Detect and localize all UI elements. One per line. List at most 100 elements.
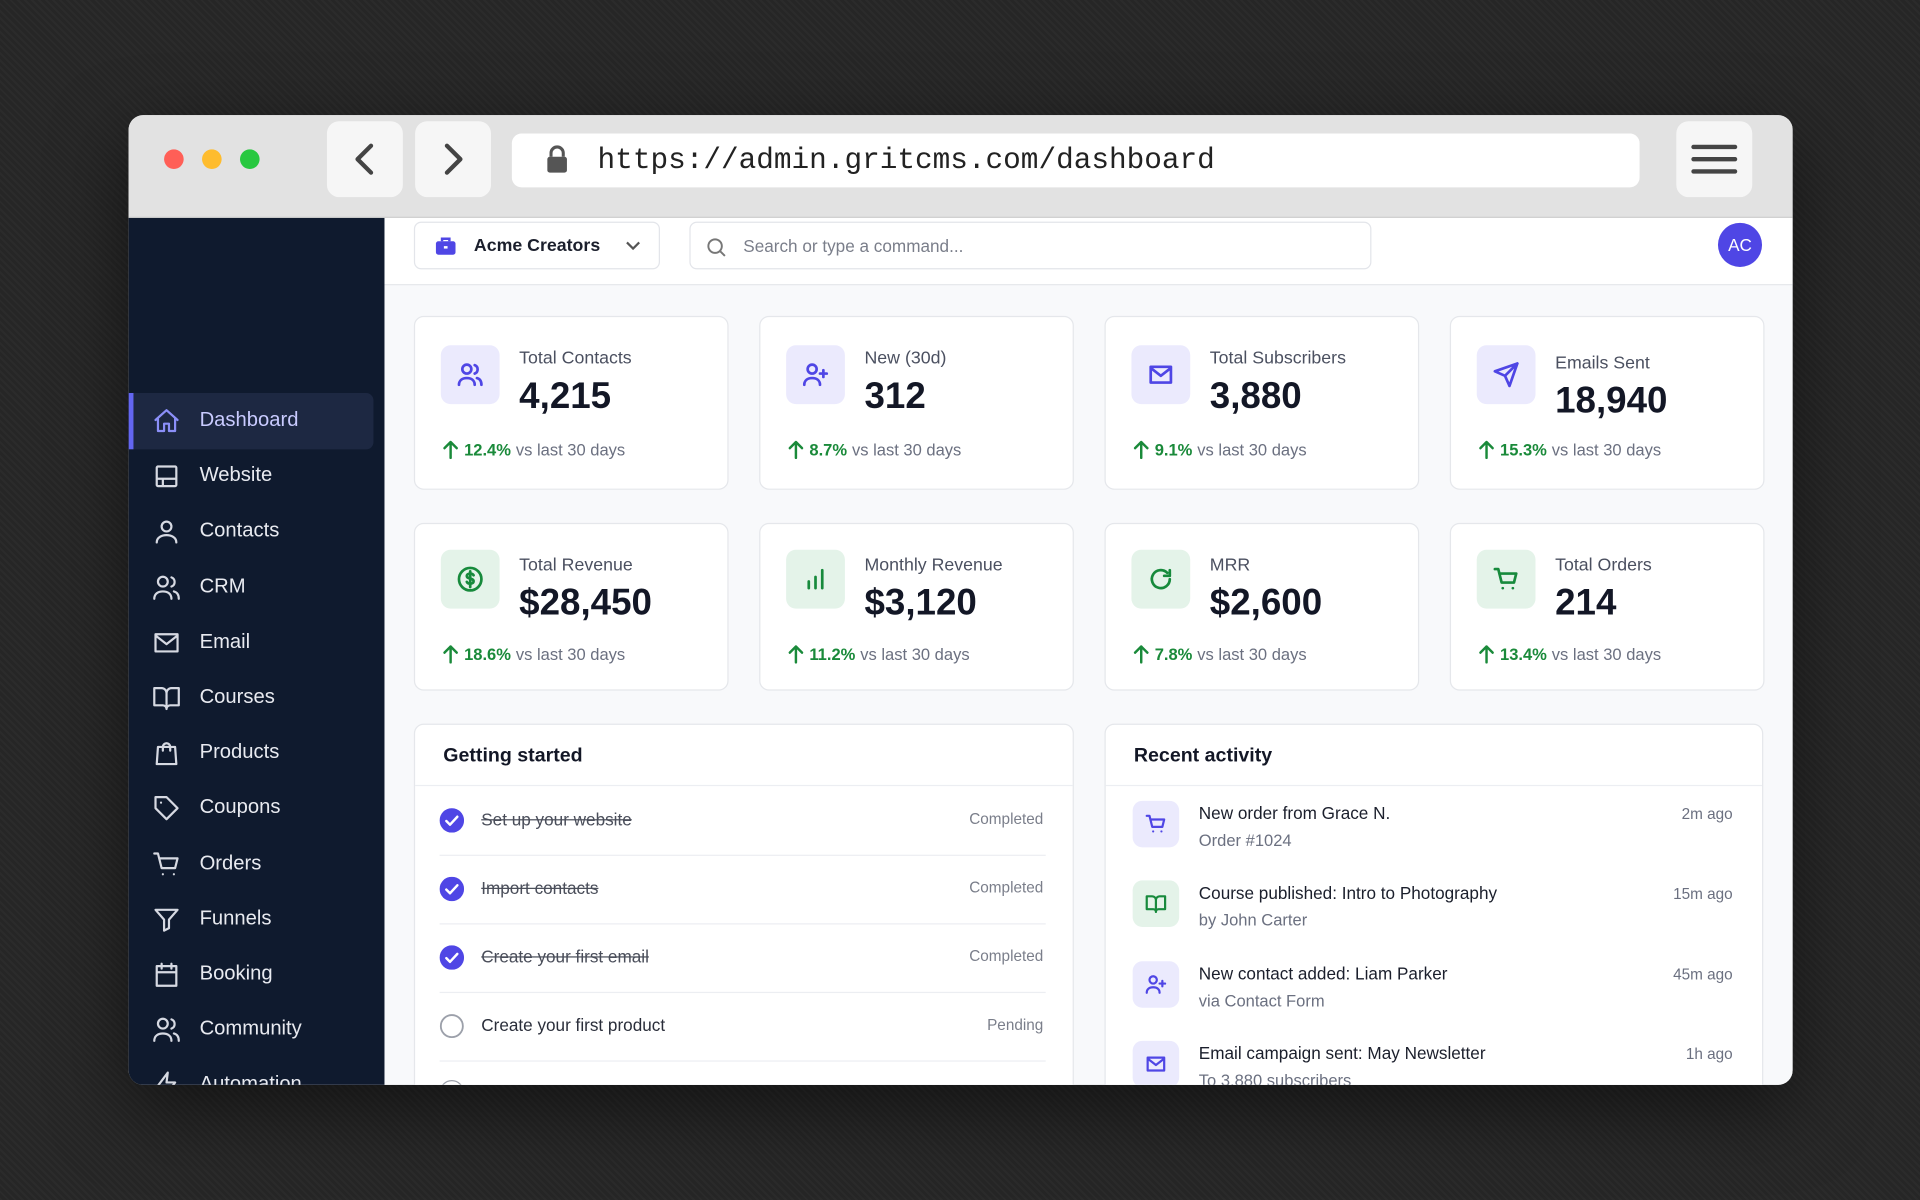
stat-change: 8.7% vs last 30 days [787,440,961,460]
stat-card: MRR $2,600 7.8% vs last 30 days [1104,522,1420,691]
nav-item[interactable]: Email [129,614,374,670]
nav-label: CRM [199,575,246,598]
activity-row: New contact added: Liam Parker via Contac… [1132,960,1733,1034]
stat-icon [440,549,500,609]
nav-item[interactable]: Funnels [129,891,374,947]
url-text: https://admin.gritcms.com/dashboard [597,144,1215,178]
nav-label: Email [199,630,251,653]
stat-card: Monthly Revenue $3,120 11.2% vs last 30 day… [759,522,1074,691]
workspace-selector[interactable]: Acme Creators [413,221,660,270]
search-box[interactable]: Search or type a command... [689,221,1372,270]
activity-time: 1h ago [1685,1045,1733,1063]
stat-change: 13.4% vs last 30 days [1478,644,1661,664]
panel-title: Getting started [443,745,583,767]
change-comparison: vs last 30 days [1197,644,1307,664]
stat-change: 9.1% vs last 30 days [1133,440,1307,460]
stat-value: $3,120 [864,582,977,624]
nav-item[interactable]: Dashboard [128,393,374,450]
activity-time: 2m ago [1681,805,1733,823]
back-button[interactable] [326,121,403,198]
stat-card: Emails Sent 18,940 15.3% vs last 30 days [1449,315,1765,490]
activity-row: New order from Grace N. Order #1024 2m ago [1132,800,1733,874]
nav-item[interactable]: Courses [129,670,374,726]
change-percent: 18.6% [464,644,511,664]
task-label: Set up your website [481,809,632,829]
change-comparison: vs last 30 days [515,440,626,459]
nav-label: Website [199,464,273,487]
nav-item[interactable]: Contacts [129,504,374,560]
change-comparison: vs last 30 days [851,440,962,459]
task-row: Create your first email Completed [439,923,1046,994]
activity-time: 15m ago [1673,885,1733,903]
change-percent: 11.2% [809,644,856,664]
forward-button[interactable] [415,121,492,198]
stat-card: New (30d) 312 8.7% vs last 30 days [759,315,1074,490]
task-label: Import contacts [481,877,599,898]
stat-icon [786,549,845,609]
change-comparison: vs last 30 days [1197,440,1307,459]
activity-time: 45m ago [1673,965,1733,983]
activity-icon [1132,1040,1180,1085]
activity-title: New contact added: Liam Parker [1198,963,1448,983]
stat-label: Total Orders [1555,555,1652,576]
stat-change: 18.6% vs last 30 days [442,644,625,664]
address-bar[interactable]: https://admin.gritcms.com/dashboard [511,133,1640,188]
stat-icon [1476,549,1536,609]
nav-item[interactable]: Coupons [129,780,374,836]
stat-change: 7.8% vs last 30 days [1133,644,1307,664]
workspace-name: Acme Creators [473,236,601,256]
nav-label: Contacts [199,519,280,542]
avatar[interactable]: AC [1717,222,1763,267]
task-label: Create your first email [481,946,649,967]
nav-item[interactable]: Website [129,448,374,504]
activity-icon [1132,960,1180,1008]
getting-started-panel: Getting started Set up your website Compl… [413,723,1074,1085]
nav-item[interactable]: Automation [129,1057,374,1085]
task-row: Set up your website Completed [439,786,1046,856]
stat-change: 15.3% vs last 30 days [1478,440,1661,460]
activity-subtitle: Order #1024 [1198,831,1292,850]
title-bar: https://admin.gritcms.com/dashboard [128,115,1793,218]
nav-item[interactable]: Products [129,725,374,781]
nav-label: Orders [199,851,262,874]
nav-label: Community [199,1017,302,1040]
stat-value: 3,880 [1209,375,1302,417]
task-status: Completed [969,879,1044,897]
nav-item[interactable]: Community [129,1002,374,1058]
browser-window: https://admin.gritcms.com/dashboard Dash… [128,115,1793,1085]
recent-activity-panel: Recent activity New order from Grace N. O… [1104,723,1764,1085]
nav-label: Dashboard [199,408,299,432]
stat-value: $28,450 [519,582,652,624]
change-comparison: vs last 30 days [1551,644,1662,664]
stat-value: 214 [1555,582,1617,624]
task-check[interactable] [439,876,465,902]
nav-label: Products [199,741,280,764]
task-check[interactable] [439,945,465,970]
nav-item[interactable]: CRM [129,559,374,615]
nav-item[interactable]: Orders [129,836,374,892]
panel-header: Getting started [415,725,1073,787]
nav-label: Funnels [199,907,272,930]
activity-icon [1132,800,1180,848]
stat-value: 4,215 [519,375,612,417]
activity-subtitle: via Contact Form [1198,991,1325,1010]
window-controls[interactable] [129,115,288,203]
stat-value: 312 [864,375,926,417]
nav-label: Automation [199,1073,302,1085]
activity-title: Email campaign sent: May Newsletter [1198,1043,1486,1063]
nav-label: Coupons [199,796,281,819]
task-check[interactable] [439,808,465,833]
stat-label: Total Contacts [519,348,632,369]
change-percent: 15.3% [1500,440,1547,459]
task-row: Import contacts Completed [439,855,1046,925]
change-comparison: vs last 30 days [860,644,970,664]
nav-item[interactable]: Booking [129,947,374,1003]
task-check[interactable] [439,1014,464,1039]
menu-button[interactable] [1676,121,1753,198]
activity-subtitle: by John Carter [1198,911,1308,930]
task-row: Create your first product Pending [439,992,1046,1062]
stat-change: 11.2% vs last 30 days [787,644,970,664]
change-comparison: vs last 30 days [1551,440,1662,459]
sidebar: Dashboard Website Contacts CRM Email Courses P… [128,217,385,1085]
